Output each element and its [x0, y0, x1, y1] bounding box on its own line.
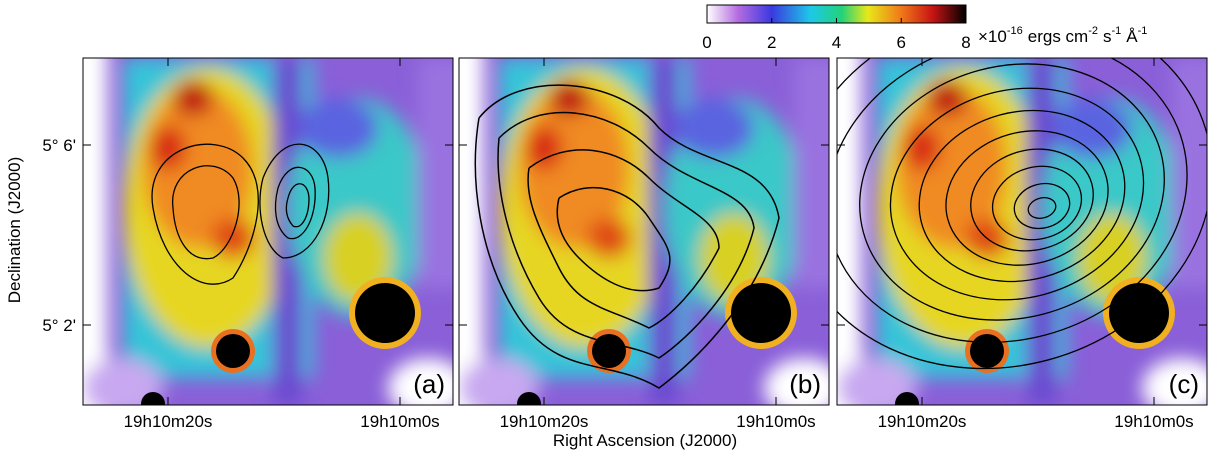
intensity-map [63, 38, 468, 428]
unit-sup: -16 [1007, 25, 1023, 37]
contour [259, 143, 330, 259]
unit-text: Å [1126, 27, 1138, 46]
contour [285, 183, 310, 228]
panel-label: (c) [1169, 369, 1199, 399]
x-tick-label: 19h10m20s [500, 412, 589, 431]
colorbar-tick-label: 8 [961, 33, 970, 52]
unit-sup: -1 [1112, 25, 1122, 37]
x-tick-label: 19h10m20s [124, 412, 213, 431]
contour [991, 165, 1083, 241]
intensity-map [439, 38, 844, 428]
intensity-map [817, 38, 1222, 428]
y-tick-label: 5° 6' [42, 136, 76, 155]
contour [859, 63, 1165, 321]
panel-label: (b) [789, 369, 821, 399]
colorbar-tick-label: 2 [767, 33, 776, 52]
panel-image [63, 38, 468, 428]
panel: (a) 19h10m20s 19h10m0s [63, 38, 468, 431]
unit-sup: -2 [1088, 25, 1098, 37]
panel: (c) 19h10m20s 19h10m0s [817, 38, 1222, 431]
panel-image [817, 38, 1222, 428]
panel-image [439, 38, 844, 428]
contour [274, 166, 316, 240]
unit-text: ×10 [978, 27, 1007, 46]
contour [474, 84, 780, 389]
colorbar-tick-label: 0 [702, 33, 711, 52]
unit-text: ergs cm [1028, 27, 1088, 46]
unit-text: s [1103, 27, 1112, 46]
panel-frame [82, 57, 454, 406]
x-tick-label: 19h10m0s [1114, 412, 1193, 431]
panel-frame [836, 57, 1208, 406]
contour [918, 109, 1126, 283]
x-axis-label: Right Ascension (J2000) [553, 431, 737, 450]
x-tick-label: 19h10m20s [878, 412, 967, 431]
unit-sup: -1 [1138, 25, 1148, 37]
contour [970, 148, 1094, 252]
contour [889, 87, 1145, 301]
colorbar-unit: ×10-16 ergs cm-2 s-1 Å-1 [978, 25, 1147, 46]
x-tick-label: 19h10m0s [360, 412, 439, 431]
contour [172, 165, 240, 260]
contour [837, 58, 1188, 344]
panel-label: (a) [413, 369, 445, 399]
colorbar-tick-label: 6 [897, 33, 906, 52]
panel: (b) 19h10m20s 19h10m0s [439, 38, 844, 431]
panel-frame [458, 57, 830, 406]
contour [945, 130, 1109, 266]
x-tick-label: 19h10m0s [736, 412, 815, 431]
colorbar-tick-label: 4 [832, 33, 841, 52]
contour [556, 186, 671, 292]
y-axis-label: Declination (J2000) [5, 157, 24, 303]
y-tick-label: 5° 2' [42, 316, 76, 335]
contour [151, 143, 259, 285]
contour [527, 149, 720, 329]
contour [1027, 197, 1057, 219]
contour [1013, 182, 1071, 230]
contour [497, 111, 755, 359]
